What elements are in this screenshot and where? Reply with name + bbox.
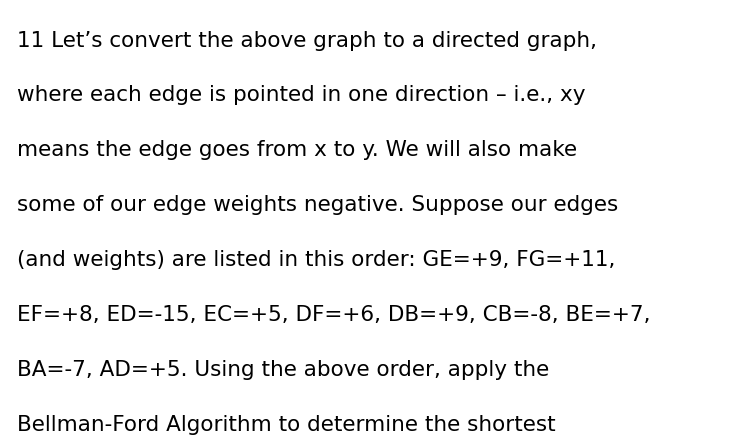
- Text: means the edge goes from x to y. We will also make: means the edge goes from x to y. We will…: [16, 140, 577, 160]
- Text: 11 Let’s convert the above graph to a directed graph,: 11 Let’s convert the above graph to a di…: [16, 31, 597, 51]
- Text: where each edge is pointed in one direction – i.e., xy: where each edge is pointed in one direct…: [16, 85, 586, 106]
- Text: (and weights) are listed in this order: GE=+9, FG=+11,: (and weights) are listed in this order: …: [16, 250, 615, 270]
- Text: Bellman-Ford Algorithm to determine the shortest: Bellman-Ford Algorithm to determine the …: [16, 415, 555, 435]
- Text: EF=+8, ED=-15, EC=+5, DF=+6, DB=+9, CB=-8, BE=+7,: EF=+8, ED=-15, EC=+5, DF=+6, DB=+9, CB=-…: [16, 305, 650, 325]
- Text: some of our edge weights negative. Suppose our edges: some of our edge weights negative. Suppo…: [16, 195, 618, 215]
- Text: BA=-7, AD=+5. Using the above order, apply the: BA=-7, AD=+5. Using the above order, app…: [16, 360, 549, 380]
